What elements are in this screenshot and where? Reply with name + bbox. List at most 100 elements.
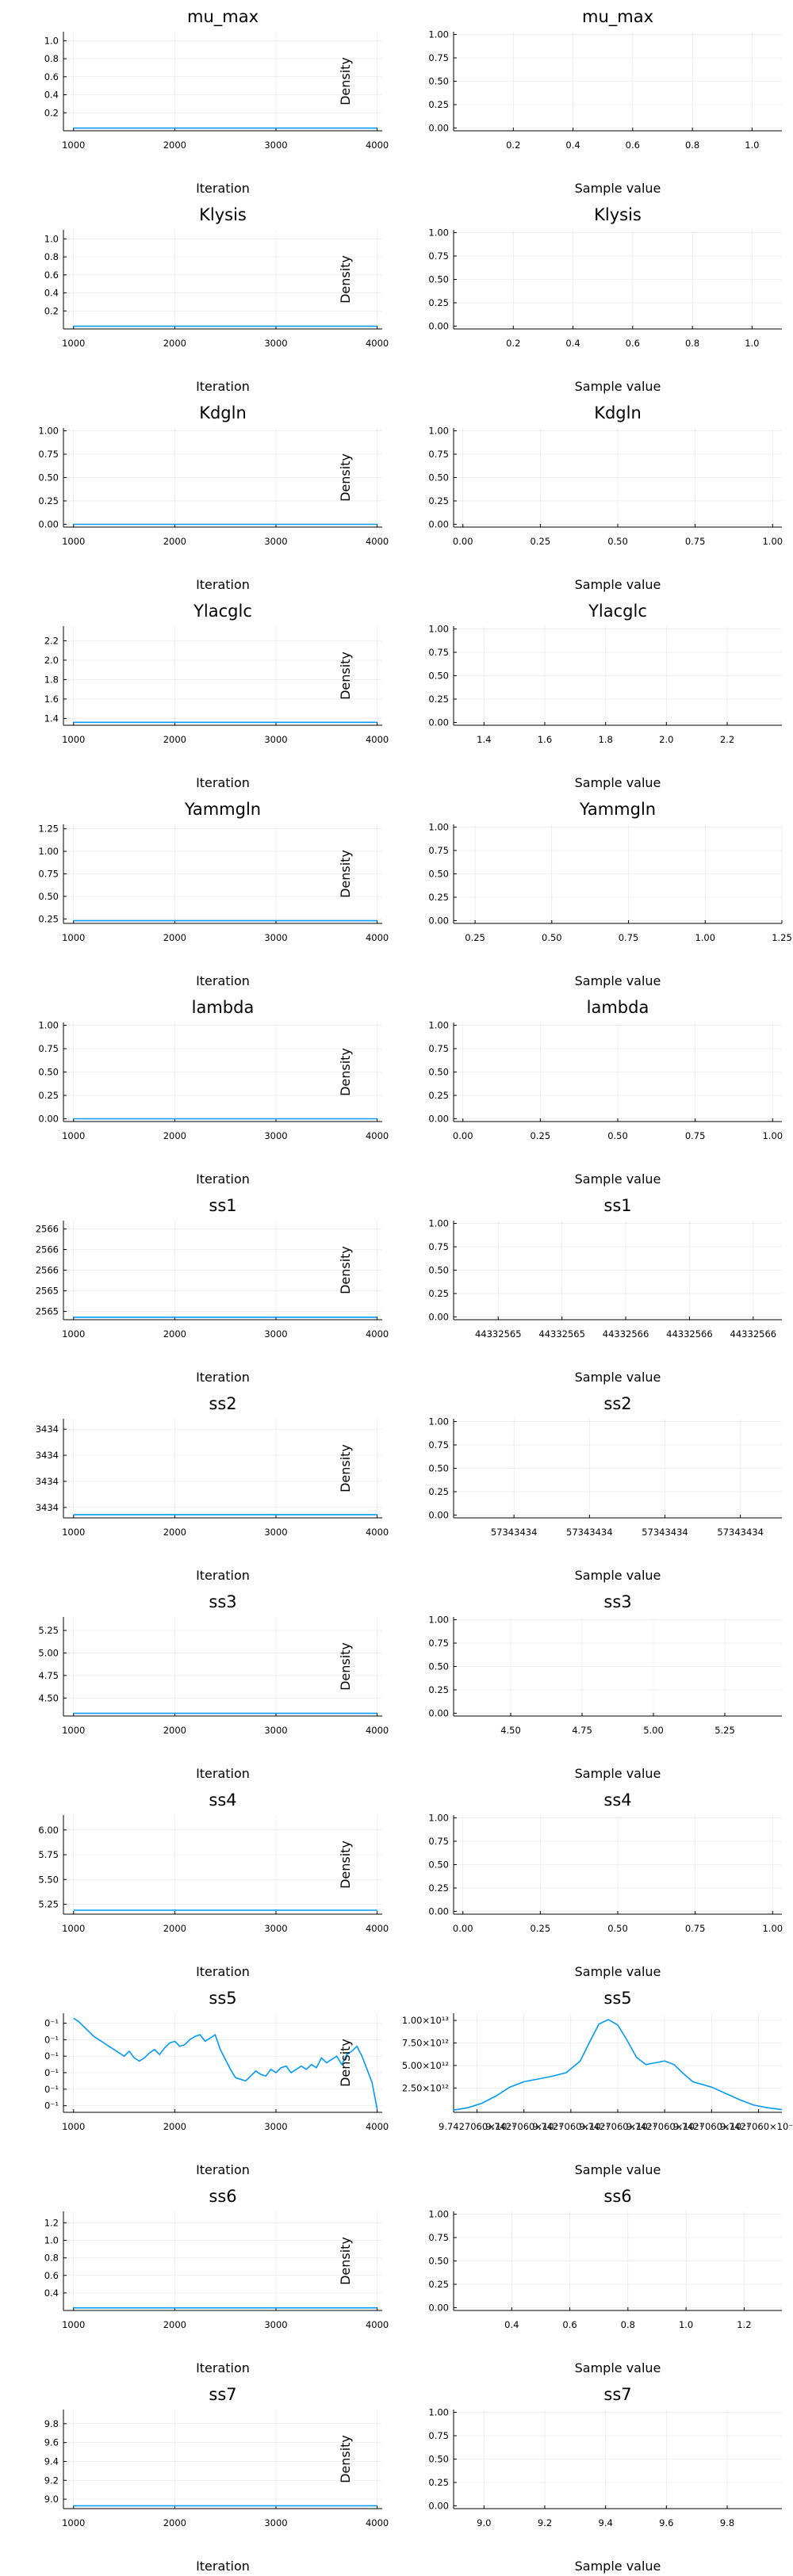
x-tick-label: 2000 bbox=[163, 140, 186, 151]
x-axis-label: Iteration bbox=[196, 1766, 250, 1781]
x-tick-label: 1.0 bbox=[745, 140, 759, 151]
subplot-7: Ylacglc 1000 2000 3000 4000 1.4 1.6 1.8 2.0 2.2 It… bbox=[44, 602, 389, 790]
x-tick-label: 9.7427060×10⁻¹ bbox=[532, 2121, 609, 2132]
x-tick-label: 1000 bbox=[62, 1527, 85, 1538]
x-tick-label: 2.2 bbox=[720, 734, 734, 745]
y-tick-label: 1.00 bbox=[428, 1813, 449, 1824]
x-tick-label: 1000 bbox=[62, 1130, 85, 1141]
x-tick-label: 1000 bbox=[62, 2121, 85, 2132]
x-axis-label: Iteration bbox=[196, 1568, 250, 1583]
x-tick-label: 4000 bbox=[366, 1527, 389, 1538]
y-tick-label: 9.2 bbox=[44, 2475, 59, 2486]
y-tick-label: 0.75 bbox=[428, 2430, 449, 2441]
x-tick-label: 4000 bbox=[366, 338, 389, 349]
x-tick-label: 9.7427060×10⁻¹ bbox=[439, 2121, 515, 2132]
y-tick-label: 0.75 bbox=[428, 52, 449, 63]
x-tick-label: 57343434 bbox=[566, 1527, 613, 1538]
x-tick-label: 1000 bbox=[62, 338, 85, 349]
y-tick-label: 2565 bbox=[36, 1306, 59, 1317]
y-tick-label: 1.00 bbox=[428, 1615, 449, 1626]
x-tick-label: 0.50 bbox=[607, 536, 628, 547]
y-tick-label: 0.00 bbox=[428, 320, 449, 331]
y-tick-label: 2.0 bbox=[44, 655, 59, 666]
y-tick-label: 0.75 bbox=[428, 1241, 449, 1252]
subplot-title: ss7 bbox=[209, 2385, 236, 2404]
subplot-title: ss6 bbox=[209, 2187, 236, 2206]
x-tick-label: 0.75 bbox=[685, 1923, 706, 1934]
y-tick-label: 0.25 bbox=[38, 913, 59, 924]
x-tick-label: 0.00 bbox=[453, 536, 473, 547]
y-axis-label: Density bbox=[338, 2237, 353, 2285]
y-tick-label: 2566 bbox=[36, 1223, 59, 1234]
x-tick-label: 0.75 bbox=[685, 536, 706, 547]
subplot-8: Ylacglc 1.4 1.6 1.8 2.0 2.2 0.00 0.25 0.50 0.75 1.… bbox=[338, 602, 782, 790]
x-tick-label: 44332566 bbox=[666, 1328, 713, 1340]
x-tick-label: 9.7427060×10⁻¹ bbox=[485, 2121, 562, 2132]
subplot-title: Kdgln bbox=[199, 403, 247, 422]
y-tick-label: 0.6 bbox=[44, 269, 59, 281]
y-tick-label: 3434 bbox=[36, 1502, 59, 1513]
y-tick-label: 1.00 bbox=[428, 227, 449, 239]
subplot-11: lambda 1000 2000 3000 4000 0.00 0.25 0.50 0.75 1.… bbox=[38, 998, 389, 1187]
y-tick-label: 0⁻¹ bbox=[44, 2084, 59, 2095]
y-tick-label: 0.50 bbox=[38, 891, 59, 902]
y-tick-label: 1.0 bbox=[44, 233, 59, 244]
y-tick-label: 1.00 bbox=[428, 1020, 449, 1031]
y-tick-label: 2.50×10¹² bbox=[402, 2082, 449, 2093]
y-tick-label: 0.00 bbox=[428, 1905, 449, 1917]
x-tick-label: 2000 bbox=[163, 2517, 186, 2528]
x-tick-label: 3000 bbox=[264, 734, 287, 745]
subplot-title: ss3 bbox=[603, 1592, 631, 1611]
subplot-6: Kdgln 0.00 0.25 0.50 0.75 1.00 0.00 0.25 0.50 0.7… bbox=[338, 403, 783, 592]
y-tick-label: 0.00 bbox=[428, 1509, 449, 1520]
x-tick-label: 4000 bbox=[366, 1130, 389, 1141]
subplot-14: ss1 44332565 44332565 44332566 44332566 44332… bbox=[338, 1196, 782, 1385]
x-tick-label: 0.75 bbox=[685, 1130, 706, 1141]
y-tick-label: 1.00 bbox=[38, 426, 59, 437]
subplot-title: ss3 bbox=[209, 1592, 236, 1611]
y-tick-label: 1.8 bbox=[44, 674, 59, 685]
y-tick-label: 4.50 bbox=[38, 1692, 59, 1703]
x-tick-label: 2000 bbox=[163, 1923, 186, 1934]
y-tick-label: 0.4 bbox=[44, 90, 59, 101]
y-tick-label: 0.50 bbox=[38, 1067, 59, 1078]
y-tick-label: 1.00×10¹³ bbox=[402, 2015, 449, 2026]
x-axis-label: Sample value bbox=[575, 577, 661, 592]
x-axis-label: Iteration bbox=[196, 1370, 250, 1385]
x-tick-label: 1.00 bbox=[762, 1923, 783, 1934]
x-tick-label: 4000 bbox=[366, 932, 389, 943]
y-tick-label: 0.6 bbox=[44, 2270, 59, 2281]
subplot-16: ss2 57343434 57343434 57343434 57343434 0.00 0… bbox=[338, 1394, 782, 1583]
x-tick-label: 3000 bbox=[264, 1130, 287, 1141]
y-tick-label: 0.00 bbox=[428, 915, 449, 926]
x-tick-label: 0.25 bbox=[465, 932, 485, 943]
x-tick-label: 1.0 bbox=[745, 338, 759, 349]
x-tick-label: 1000 bbox=[62, 932, 85, 943]
y-axis-label: Density bbox=[338, 1444, 353, 1492]
x-axis-label: Iteration bbox=[196, 973, 250, 988]
y-tick-label: 0.00 bbox=[428, 518, 449, 529]
x-tick-label: 2000 bbox=[163, 932, 186, 943]
x-tick-label: 0.75 bbox=[619, 932, 639, 943]
y-tick-label: 0.50 bbox=[428, 1265, 449, 1276]
x-tick-label: 2000 bbox=[163, 1527, 186, 1538]
y-tick-label: 1.00 bbox=[38, 846, 59, 857]
subplot-title: ss6 bbox=[603, 2187, 631, 2206]
y-tick-label: 0.00 bbox=[428, 122, 449, 133]
y-tick-label: 1.2 bbox=[44, 2217, 59, 2228]
x-axis-label: Iteration bbox=[196, 577, 250, 592]
y-tick-label: 0.50 bbox=[428, 869, 449, 880]
y-tick-label: 0.75 bbox=[428, 647, 449, 658]
x-tick-label: 4.75 bbox=[572, 1725, 592, 1736]
y-tick-label: 0⁻¹ bbox=[44, 2067, 59, 2078]
subplot-24: ss6 0.4 0.6 0.8 1.0 1.2 0.00 0.25 0.50 0.75 1.00 Sa… bbox=[338, 2187, 782, 2375]
x-tick-label: 4000 bbox=[366, 536, 389, 547]
y-tick-label: 3434 bbox=[36, 1424, 59, 1435]
x-tick-label: 2000 bbox=[163, 338, 186, 349]
x-tick-label: 3000 bbox=[264, 1725, 287, 1736]
x-axis-label: Iteration bbox=[196, 2360, 250, 2375]
y-tick-label: 1.00 bbox=[428, 822, 449, 833]
subplot-title: ss1 bbox=[209, 1196, 236, 1215]
y-axis-label: Density bbox=[338, 2435, 353, 2483]
